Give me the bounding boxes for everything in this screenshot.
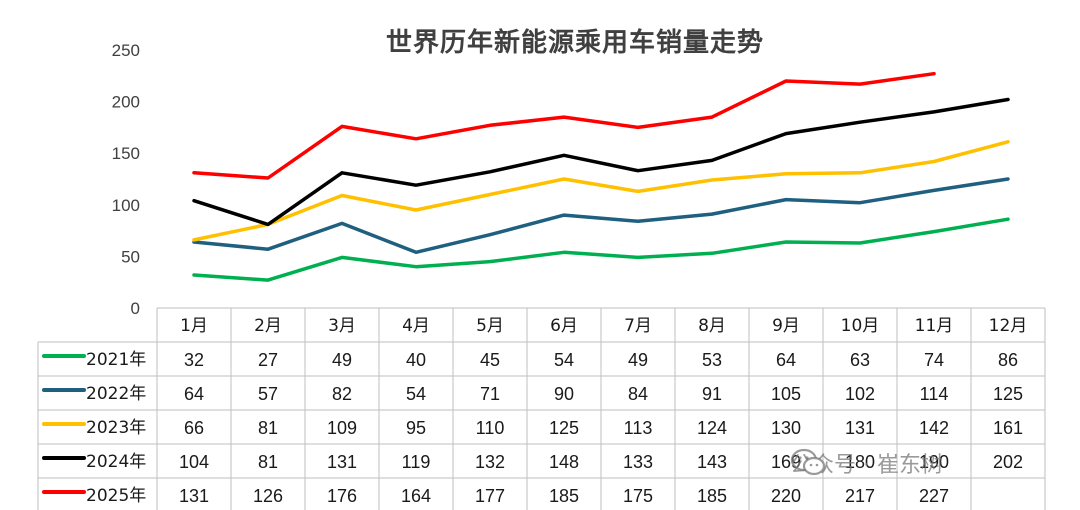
wechat-icon — [790, 448, 826, 476]
data-label: 95 — [406, 418, 426, 438]
data-label: 177 — [475, 486, 505, 506]
series-line — [192, 71, 936, 180]
data-label: 63 — [850, 350, 870, 370]
chart-title: 世界历年新能源乘用车销量走势 — [385, 28, 764, 58]
y-tick-label: 150 — [112, 144, 140, 163]
y-tick-label: 0 — [131, 299, 140, 318]
data-label: 126 — [253, 486, 283, 506]
data-label: 45 — [480, 350, 500, 370]
data-label: 142 — [919, 418, 949, 438]
data-label: 125 — [993, 384, 1023, 404]
data-label: 132 — [475, 452, 505, 472]
data-label: 143 — [697, 452, 727, 472]
data-label: 220 — [771, 486, 801, 506]
data-label: 81 — [258, 452, 278, 472]
data-label: 227 — [919, 486, 949, 506]
data-label: 40 — [406, 350, 426, 370]
data-label: 148 — [549, 452, 579, 472]
data-label: 110 — [476, 418, 505, 438]
y-tick-label: 50 — [121, 247, 140, 266]
legend-label: 2021年 — [86, 350, 146, 370]
data-label: 124 — [697, 418, 727, 438]
data-label: 190 — [919, 452, 949, 472]
data-label: 64 — [184, 384, 204, 404]
x-tick-label: 1月 — [180, 316, 208, 336]
watermark: 公众号 · 崔东树 — [790, 447, 943, 479]
data-label: 49 — [628, 350, 648, 370]
data-label: 217 — [845, 486, 875, 506]
x-tick-label: 5月 — [476, 316, 504, 336]
data-label: 185 — [549, 486, 579, 506]
x-tick-label: 3月 — [328, 316, 356, 336]
data-label: 105 — [771, 384, 801, 404]
data-label: 64 — [776, 350, 796, 370]
data-label: 164 — [401, 486, 431, 506]
data-label: 104 — [179, 452, 209, 472]
data-label: 161 — [993, 418, 1023, 438]
series-line — [192, 217, 1010, 282]
data-label: 185 — [697, 486, 727, 506]
data-label: 84 — [628, 384, 648, 404]
x-tick-label: 9月 — [772, 316, 800, 336]
x-tick-label: 7月 — [624, 316, 652, 336]
data-label: 57 — [258, 384, 278, 404]
x-tick-label: 8月 — [698, 316, 726, 336]
data-label: 102 — [845, 384, 875, 404]
y-tick-label: 200 — [112, 93, 140, 112]
data-label: 202 — [993, 452, 1023, 472]
series-line — [192, 177, 1010, 255]
series-line — [192, 97, 1010, 227]
data-label: 125 — [549, 418, 579, 438]
x-tick-label: 6月 — [550, 316, 578, 336]
data-label: 180 — [845, 452, 875, 472]
data-label: 133 — [623, 452, 653, 472]
data-label: 91 — [702, 384, 722, 404]
data-label: 113 — [624, 418, 653, 438]
y-tick-label: 100 — [112, 196, 140, 215]
x-tick-label: 10月 — [841, 316, 880, 336]
data-label: 71 — [480, 384, 500, 404]
data-label: 54 — [406, 384, 426, 404]
data-label: 74 — [924, 350, 944, 370]
x-tick-label: 12月 — [989, 316, 1028, 336]
series-line — [192, 140, 1010, 242]
data-label: 131 — [845, 418, 875, 438]
legend-label: 2024年 — [86, 452, 146, 472]
data-label: 130 — [771, 418, 801, 438]
x-tick-label: 2月 — [254, 316, 282, 336]
data-label: 114 — [920, 384, 949, 404]
x-tick-label: 4月 — [402, 316, 430, 336]
data-label: 175 — [623, 486, 653, 506]
data-label: 176 — [327, 486, 357, 506]
y-tick-label: 250 — [112, 41, 140, 60]
data-label: 54 — [554, 350, 574, 370]
data-label: 119 — [402, 452, 431, 472]
data-label: 66 — [184, 418, 204, 438]
data-label: 131 — [327, 452, 357, 472]
legend-label: 2023年 — [86, 418, 146, 438]
data-label: 81 — [258, 418, 278, 438]
data-label: 109 — [327, 418, 357, 438]
data-label: 53 — [702, 350, 722, 370]
data-label: 131 — [179, 486, 209, 506]
data-label: 90 — [554, 384, 574, 404]
data-label: 49 — [332, 350, 352, 370]
data-label: 86 — [998, 350, 1018, 370]
legend-label: 2022年 — [86, 384, 146, 404]
x-tick-label: 11月 — [915, 316, 954, 336]
data-label: 82 — [332, 384, 352, 404]
data-label: 27 — [258, 350, 278, 370]
legend-label: 2025年 — [86, 486, 146, 506]
data-label: 32 — [184, 350, 204, 370]
